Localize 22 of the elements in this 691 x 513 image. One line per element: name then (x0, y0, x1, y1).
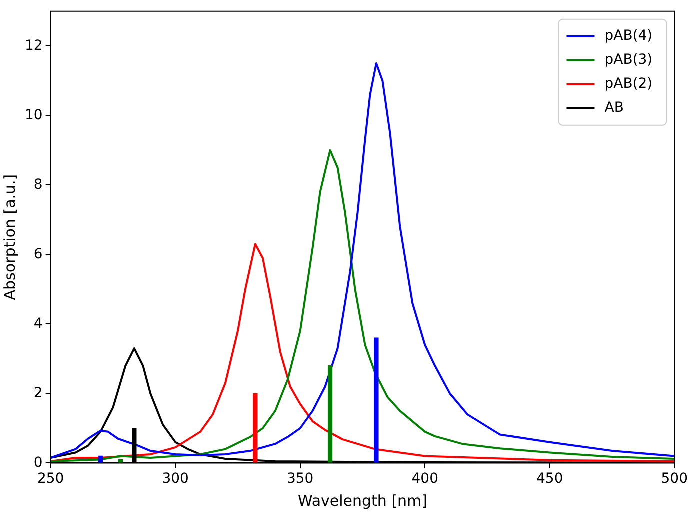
y-tick-label: 8 (34, 176, 43, 193)
y-tick-label: 2 (34, 385, 43, 402)
y-tick-label: 10 (24, 107, 43, 124)
legend-label: pAB(3) (604, 52, 653, 68)
bar (374, 338, 379, 464)
y-tick-label: 4 (34, 316, 43, 332)
legend-label: AB (604, 100, 624, 116)
x-tick-label: 250 (37, 471, 64, 488)
y-tick-label: 0 (34, 454, 43, 471)
x-tick-label: 500 (661, 471, 688, 488)
y-tick-label: 12 (24, 38, 43, 54)
legend-label: pAB(2) (604, 76, 653, 92)
legend-label: pAB(4) (604, 28, 653, 44)
y-tick-label: 6 (34, 246, 43, 262)
x-tick-label: 350 (286, 471, 314, 488)
x-axis-title: Wavelength [nm] (298, 492, 428, 510)
x-tick-label: 400 (412, 471, 438, 488)
y-axis-title: Absorption [a.u.] (0, 174, 19, 300)
bar (253, 393, 258, 464)
x-tick-label: 300 (162, 471, 189, 488)
x-tick-label: 450 (536, 471, 564, 488)
bar (328, 366, 333, 464)
